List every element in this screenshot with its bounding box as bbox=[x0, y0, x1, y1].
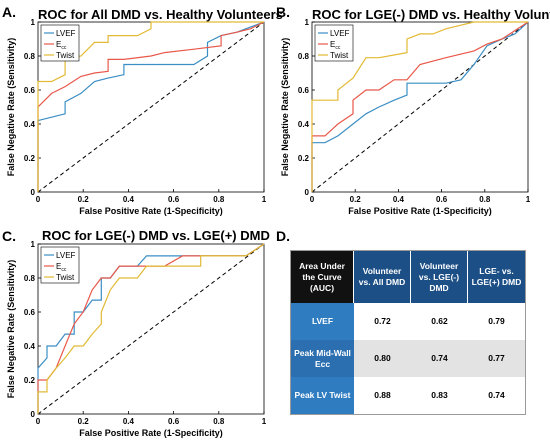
y-tick-label: 1 bbox=[305, 18, 310, 27]
legend-label: Ecc bbox=[330, 40, 341, 51]
chart-title: ROC for All DMD vs. Healthy Volunteers bbox=[38, 7, 283, 22]
auc-table: Area Under the Curve (AUC) Volunteer vs.… bbox=[290, 250, 526, 415]
auc-value: 0.77 bbox=[468, 340, 525, 377]
y-tick-label: 0.8 bbox=[24, 274, 36, 283]
auc-header-cell: Area Under the Curve (AUC) bbox=[291, 251, 354, 303]
auc-row-label: LVEF bbox=[291, 303, 354, 340]
y-tick-label: 0.2 bbox=[24, 154, 36, 163]
legend-label: Ecc bbox=[56, 262, 67, 273]
x-tick-label: 1 bbox=[526, 195, 531, 204]
x-tick-label: 0.6 bbox=[168, 195, 180, 204]
panel-label-a: A. bbox=[2, 4, 16, 20]
y-tick-label: 0.6 bbox=[298, 86, 310, 95]
x-tick-label: 0 bbox=[310, 195, 315, 204]
y-tick-label: 0.2 bbox=[24, 376, 36, 385]
x-tick-label: 0.8 bbox=[213, 417, 225, 426]
panel-label-d: D. bbox=[276, 228, 290, 244]
roc-curve-twist bbox=[37, 243, 265, 414]
auc-table-header: Area Under the Curve (AUC) Volunteer vs.… bbox=[291, 251, 525, 303]
y-tick-label: 1 bbox=[31, 240, 36, 249]
auc-header-cell: LGE- vs. LGE(+) DMD bbox=[468, 251, 525, 303]
chance-diagonal bbox=[37, 21, 265, 193]
auc-value: 0.74 bbox=[468, 377, 525, 414]
y-tick-label: 0.6 bbox=[24, 308, 36, 317]
roc-curve-ecc bbox=[37, 21, 265, 192]
roc-curve-twist bbox=[37, 21, 264, 192]
x-tick-label: 0.4 bbox=[123, 195, 135, 204]
legend-label: Twist bbox=[56, 51, 75, 60]
auc-value: 0.74 bbox=[411, 340, 468, 377]
y-tick-label: 0.4 bbox=[24, 342, 36, 351]
y-tick-label: 0.8 bbox=[24, 52, 36, 61]
y-tick-label: 0.8 bbox=[298, 52, 310, 61]
auc-table-row: Peak LV Twist 0.88 0.83 0.74 bbox=[291, 377, 525, 414]
x-tick-label: 0.6 bbox=[436, 195, 448, 204]
auc-header-cell: Volunteer vs. LGE(-) DMD bbox=[411, 251, 468, 303]
legend-label: LVEF bbox=[330, 29, 350, 38]
auc-value: 0.80 bbox=[354, 340, 411, 377]
auc-value: 0.83 bbox=[411, 377, 468, 414]
x-tick-label: 0 bbox=[36, 195, 41, 204]
y-axis-label: False Negative Rate (Sensitivity) bbox=[280, 38, 290, 177]
y-axis-label: False Negative Rate (Sensitivity) bbox=[6, 38, 16, 177]
auc-table-row: LVEF 0.72 0.62 0.79 bbox=[291, 303, 525, 340]
chart-title: ROC for LGE(-) DMD vs. Healthy Volunteer… bbox=[312, 7, 550, 22]
auc-value: 0.79 bbox=[468, 303, 525, 340]
panel-label-b: B. bbox=[276, 4, 290, 20]
legend-label: Ecc bbox=[56, 40, 67, 51]
x-axis-label: False Positive Rate (1-Specificity) bbox=[79, 206, 223, 216]
x-tick-label: 0 bbox=[36, 417, 41, 426]
y-tick-label: 0 bbox=[31, 410, 36, 419]
x-tick-label: 0.6 bbox=[168, 417, 180, 426]
legend-label: LVEF bbox=[56, 251, 76, 260]
auc-value: 0.72 bbox=[354, 303, 411, 340]
panel-label-c: C. bbox=[2, 228, 16, 244]
x-tick-label: 1 bbox=[262, 195, 267, 204]
auc-value: 0.88 bbox=[354, 377, 411, 414]
chance-diagonal bbox=[311, 21, 529, 193]
y-tick-label: 0.4 bbox=[298, 120, 310, 129]
roc-curve-lvef bbox=[37, 21, 265, 192]
x-tick-label: 0.4 bbox=[123, 417, 135, 426]
chart-title: ROC for LGE(-) DMD vs. LGE(+) DMD bbox=[42, 228, 270, 243]
x-axis-label: False Positive Rate (1-Specificity) bbox=[348, 206, 492, 216]
y-tick-label: 0.4 bbox=[24, 120, 36, 129]
y-axis-label: False Negative Rate (Sensitivity) bbox=[6, 260, 16, 399]
x-tick-label: 0.8 bbox=[479, 195, 491, 204]
y-tick-label: 0 bbox=[31, 188, 36, 197]
x-axis-label: False Positive Rate (1-Specificity) bbox=[79, 428, 223, 438]
roc-curve-lvef bbox=[37, 243, 265, 414]
x-tick-label: 1 bbox=[262, 417, 267, 426]
y-tick-label: 0 bbox=[305, 188, 310, 197]
x-tick-label: 0.2 bbox=[78, 417, 90, 426]
y-tick-label: 0.2 bbox=[298, 154, 310, 163]
auc-value: 0.62 bbox=[411, 303, 468, 340]
x-tick-label: 0.8 bbox=[213, 195, 225, 204]
roc-chart-lge-neg-vs-pos: ROC for LGE(-) DMD vs. LGE(+) DMD 0 0.2 0.4… bbox=[6, 228, 270, 438]
roc-curve-lvef bbox=[311, 21, 529, 192]
legend-label: Twist bbox=[56, 273, 75, 282]
y-tick-label: 0.6 bbox=[24, 86, 36, 95]
legend-label: Twist bbox=[330, 51, 349, 60]
chance-diagonal bbox=[37, 243, 265, 415]
x-tick-label: 0.2 bbox=[350, 195, 362, 204]
auc-header-cell: Volunteer vs. All DMD bbox=[354, 251, 411, 303]
auc-row-label: Peak Mid-Wall Ecc bbox=[291, 340, 354, 377]
auc-row-label: Peak LV Twist bbox=[291, 377, 354, 414]
y-tick-label: 1 bbox=[31, 18, 36, 27]
legend-label: LVEF bbox=[56, 29, 76, 38]
auc-table-row: Peak Mid-Wall Ecc 0.80 0.74 0.77 bbox=[291, 340, 525, 377]
x-tick-label: 0.2 bbox=[78, 195, 90, 204]
roc-curve-ecc bbox=[311, 21, 529, 192]
x-tick-label: 0.4 bbox=[393, 195, 405, 204]
roc-chart-lge-neg: ROC for LGE(-) DMD vs. Healthy Volunteer… bbox=[280, 7, 550, 216]
roc-curve-twist bbox=[311, 21, 528, 192]
